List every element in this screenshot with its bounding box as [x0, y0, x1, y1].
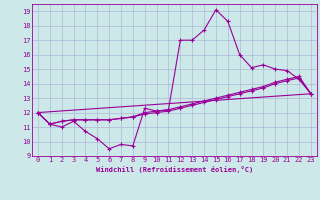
X-axis label: Windchill (Refroidissement éolien,°C): Windchill (Refroidissement éolien,°C) [96, 166, 253, 173]
